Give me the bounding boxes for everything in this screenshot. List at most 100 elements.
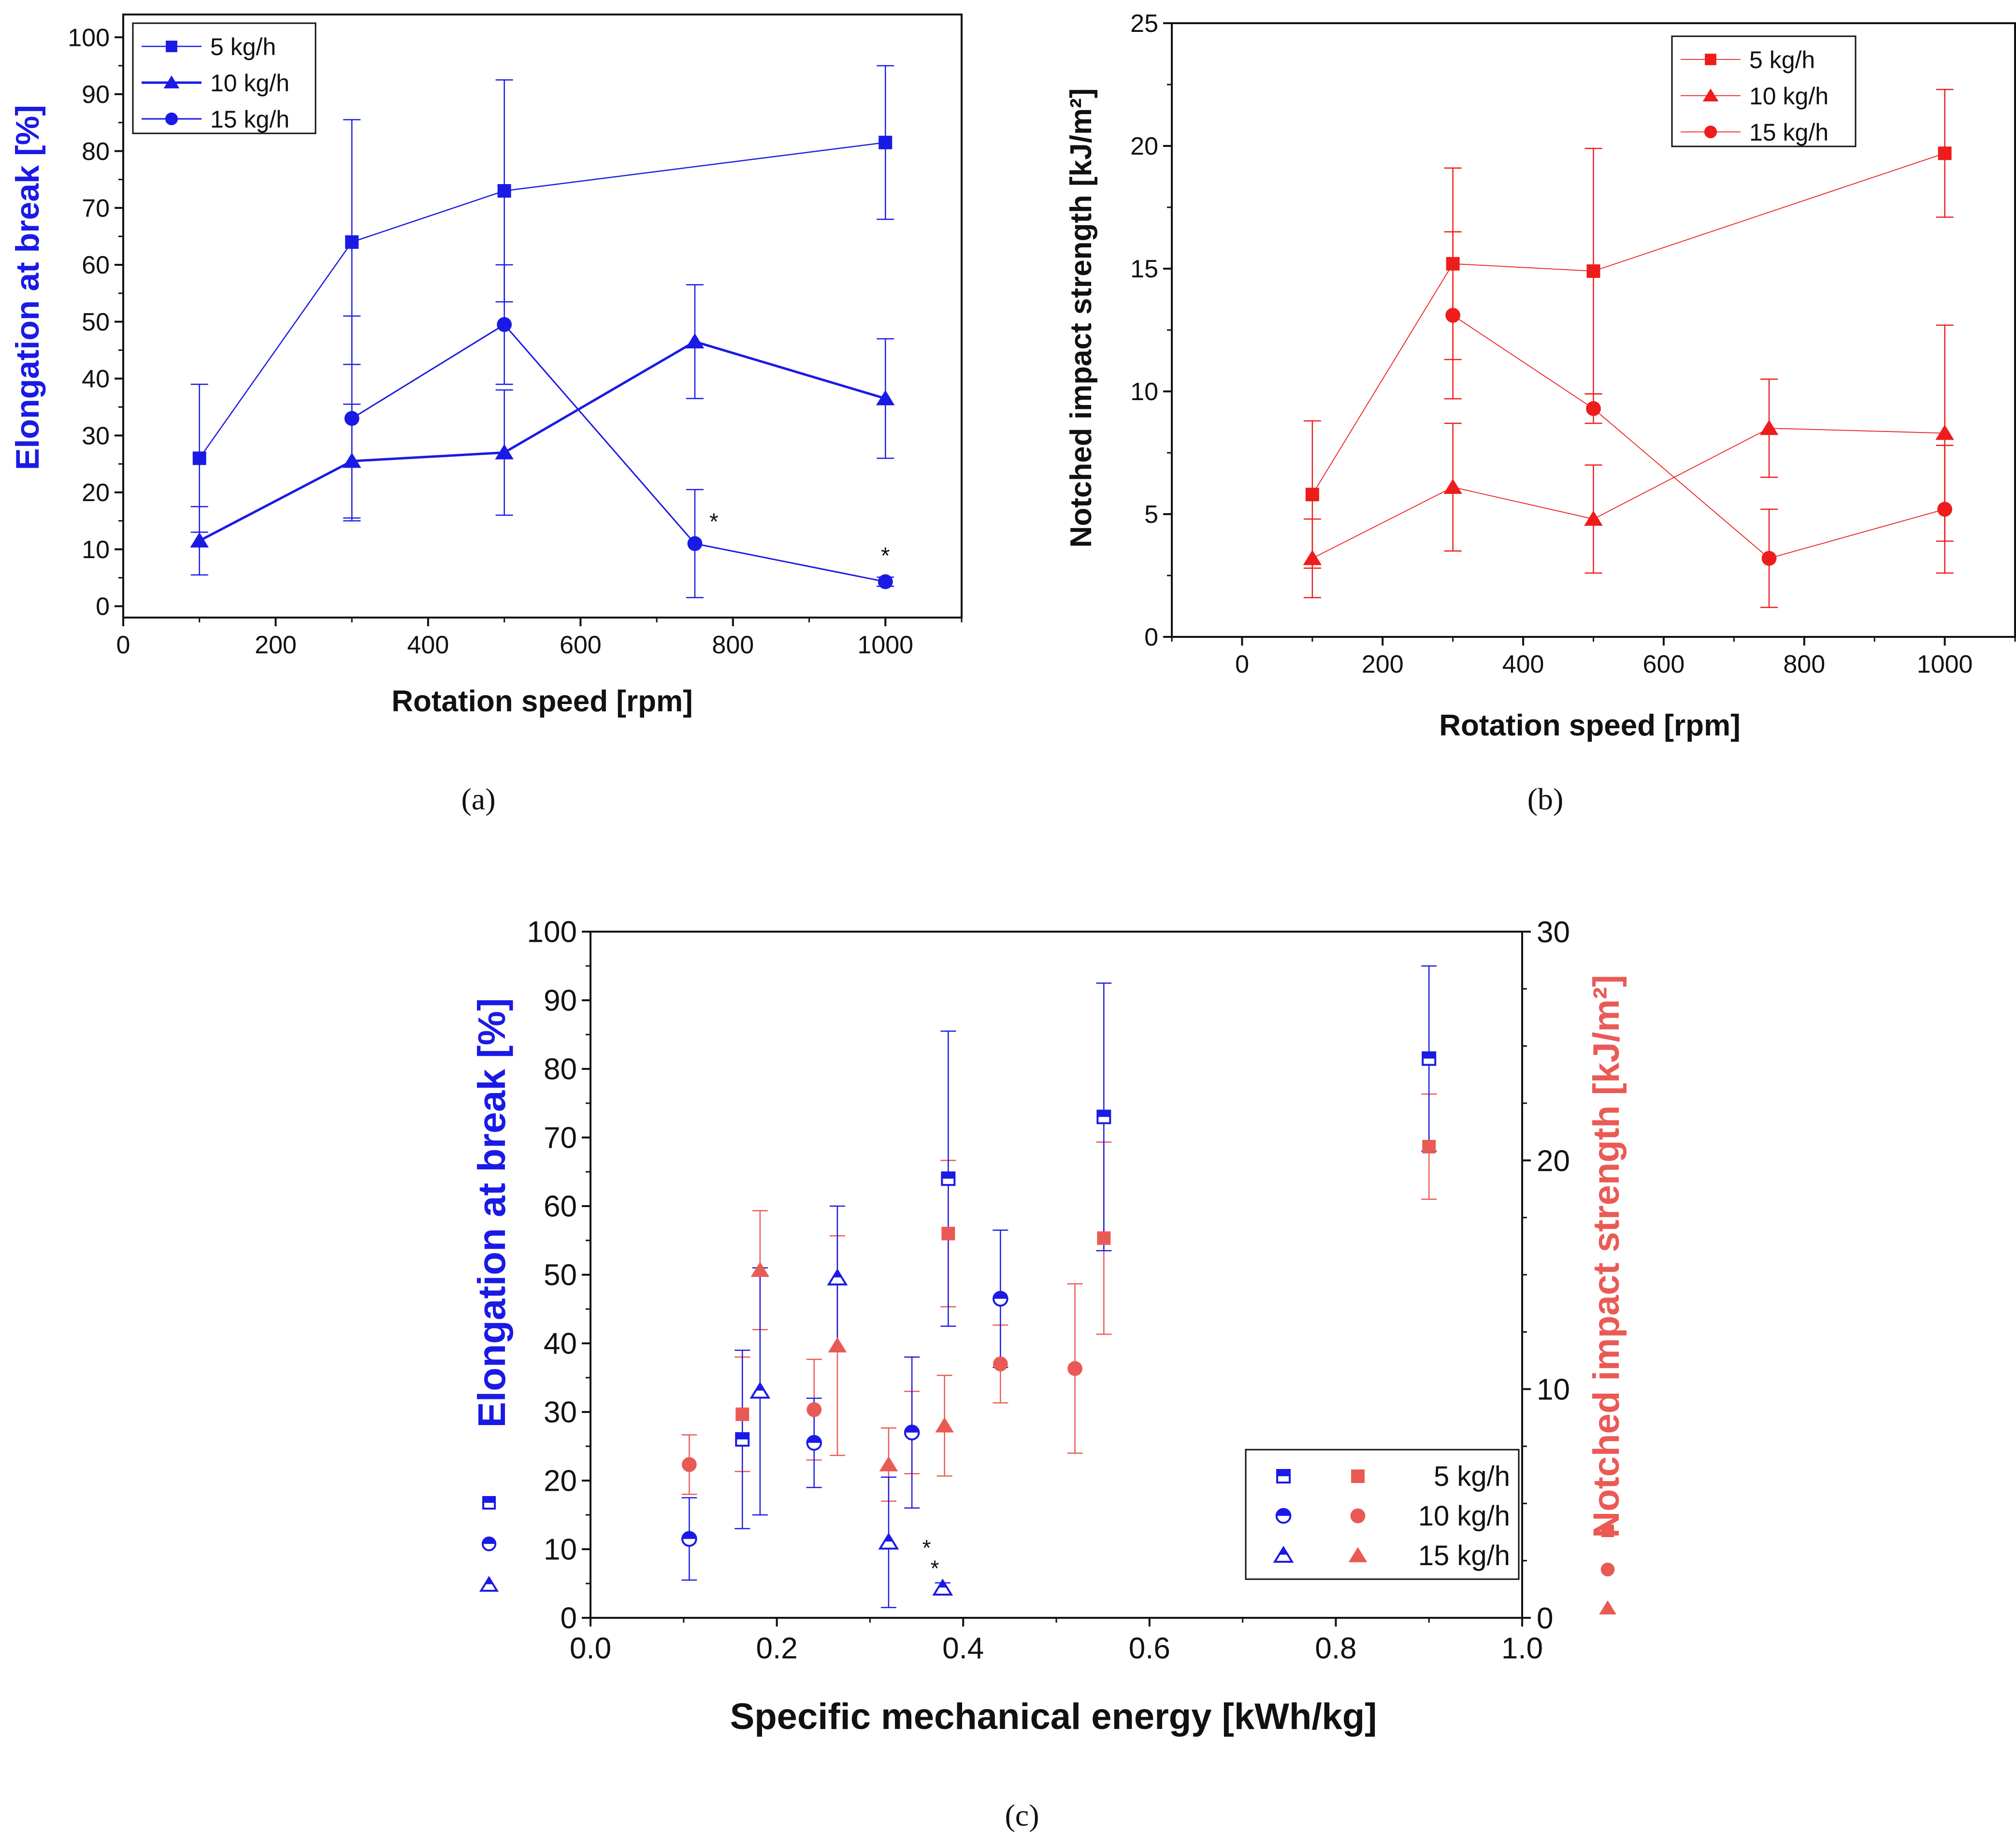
chart-a-xtick-label: 800 xyxy=(712,631,754,659)
chart-b-point xyxy=(1935,424,1954,440)
chart-a-point xyxy=(687,536,703,551)
chart-b-legend-label: 5 kg/h xyxy=(1749,46,1815,73)
chart-c-xtick-label: 0.4 xyxy=(942,1632,984,1665)
chart-b-xtick-label: 600 xyxy=(1643,650,1685,678)
chart-b-point xyxy=(1759,419,1779,435)
chart-a-point xyxy=(344,411,360,426)
chart-c-point-right xyxy=(828,1337,847,1353)
chart-c-legend-marker-left xyxy=(1276,1469,1291,1483)
chart-b-series-line xyxy=(1312,153,1945,495)
chart-a-frame xyxy=(122,14,963,619)
chart-a-annotation: * xyxy=(881,543,890,569)
chart-b-xtick-label: 0 xyxy=(1235,650,1249,678)
chart-c-point-right xyxy=(735,1407,749,1421)
chart-c-point-right xyxy=(806,1402,822,1417)
chart-b-ytick-label: 0 xyxy=(1144,623,1158,651)
chart-c-legend-label: 5 kg/h xyxy=(1434,1461,1510,1492)
chart-b-point xyxy=(1586,401,1601,416)
chart-c-axis-key-left-fill xyxy=(482,1537,496,1544)
chart-a-annotation: * xyxy=(709,509,719,535)
chart-b-ytick-label: 20 xyxy=(1130,132,1158,160)
chart-a-series-line xyxy=(199,142,886,459)
chart-c-xtick-label: 1.0 xyxy=(1501,1632,1543,1665)
chart-c-point-left xyxy=(941,1171,956,1186)
chart-panel-b: 0 200 400 600 800 1000 0 5 10 15 20 25 5 kg/h 10 kg/h… xyxy=(1130,10,2016,678)
chart-a-point xyxy=(495,444,514,460)
chart-b-point xyxy=(1305,488,1319,502)
chart-c-ytick-label: 10 xyxy=(544,1533,577,1567)
chart-c-point-right xyxy=(879,1456,898,1471)
chart-c-ytick-label: 60 xyxy=(544,1190,577,1224)
chart-c-point-left-fill xyxy=(682,1532,696,1539)
chart-b-ytick-label: 10 xyxy=(1130,378,1158,406)
chart-c-panel-label: (c) xyxy=(1005,1798,1039,1832)
chart-a-panel-label: (a) xyxy=(461,782,495,816)
chart-b-point xyxy=(1584,510,1603,526)
chart-c-ylabel-left: Elongation at break [%] xyxy=(470,998,513,1428)
chart-c-point-left-fill xyxy=(833,1270,842,1278)
chart-c-point-right xyxy=(1097,1231,1111,1245)
chart-c-legend-label: 10 kg/h xyxy=(1418,1500,1510,1532)
chart-c-point-left-fill xyxy=(942,1172,955,1179)
chart-b-legend-marker xyxy=(1702,88,1719,101)
chart-b-legend xyxy=(1671,35,1857,147)
chart-c-legend-marker-left-fill xyxy=(1279,1547,1288,1555)
chart-b-point xyxy=(1445,308,1461,323)
chart-c-xtick-label: 0.0 xyxy=(570,1632,611,1665)
chart-c-point-left xyxy=(932,1578,953,1596)
chart-a-ytick-label: 80 xyxy=(82,138,110,166)
chart-c-point-left-fill xyxy=(1423,1052,1436,1059)
chart-a-legend-marker xyxy=(163,75,180,88)
chart-c-point-left-fill xyxy=(736,1433,749,1440)
chart-c-ytick-right-label: 20 xyxy=(1537,1144,1570,1178)
chart-c-axis-key-right xyxy=(1599,1600,1616,1614)
chart-c-ytick-label: 100 xyxy=(527,916,577,949)
chart-c-point-left xyxy=(1422,1051,1437,1066)
chart-c-legend-marker-left xyxy=(1275,1508,1292,1524)
chart-c-point-left-fill xyxy=(884,1534,893,1542)
chart-c-point-right xyxy=(1422,1139,1436,1153)
chart-a-ytick-label: 60 xyxy=(82,251,110,279)
chart-c-xlabel: Specific mechanical energy [kWh/kg] xyxy=(730,1696,1377,1737)
chart-a-ytick-label: 100 xyxy=(68,24,110,52)
chart-a-ytick-label: 90 xyxy=(82,81,110,109)
chart-b-legend-marker xyxy=(1705,54,1716,65)
chart-c-ytick-label: 50 xyxy=(544,1259,577,1292)
chart-a-ytick-label: 20 xyxy=(82,479,110,507)
chart-c-ytick-right-label: 0 xyxy=(1537,1602,1553,1635)
chart-a-ytick-label: 0 xyxy=(96,593,110,621)
chart-c-point-left xyxy=(993,1291,1008,1307)
chart-a-point xyxy=(345,235,359,249)
chart-c-point-left xyxy=(681,1531,697,1547)
chart-b-xtick-label: 200 xyxy=(1362,650,1404,678)
chart-b-point xyxy=(1938,146,1952,160)
chart-a-legend-label: 10 kg/h xyxy=(210,70,289,97)
chart-c-point-right xyxy=(935,1417,954,1433)
chart-c-point-left-fill xyxy=(755,1383,764,1391)
chart-a-point xyxy=(876,390,895,405)
chart-c-point-left xyxy=(827,1268,848,1286)
chart-c-axis-key-right xyxy=(1601,1525,1614,1537)
chart-c-ytick-right-label: 10 xyxy=(1537,1373,1570,1407)
chart-c-legend-marker-left xyxy=(1273,1545,1294,1563)
chart-c-xtick-label: 0.6 xyxy=(1129,1632,1170,1665)
chart-a-legend-label: 5 kg/h xyxy=(210,33,276,60)
chart-c-legend-marker-right xyxy=(1351,1469,1365,1483)
chart-a-xtick-label: 600 xyxy=(560,631,602,659)
chart-c-point-right xyxy=(681,1457,697,1472)
chart-c-legend-marker-right xyxy=(1350,1508,1366,1524)
chart-a-point xyxy=(685,333,705,348)
chart-a-point xyxy=(878,135,893,149)
chart-c-legend-label: 15 kg/h xyxy=(1418,1540,1510,1571)
chart-a-series-line xyxy=(199,340,886,542)
chart-c-point-right xyxy=(993,1356,1008,1372)
chart-b-panel-label: (b) xyxy=(1527,782,1564,816)
chart-c-point-left xyxy=(806,1435,822,1451)
chart-c-ytick-label: 90 xyxy=(544,984,577,1018)
chart-b-point xyxy=(1443,478,1462,494)
chart-c-point-left xyxy=(749,1382,771,1399)
chart-b-xtick-label: 400 xyxy=(1502,650,1544,678)
chart-c-point-right xyxy=(750,1262,770,1277)
chart-a-ytick-label: 10 xyxy=(82,536,110,564)
chart-a-ytick-label: 40 xyxy=(82,365,110,393)
